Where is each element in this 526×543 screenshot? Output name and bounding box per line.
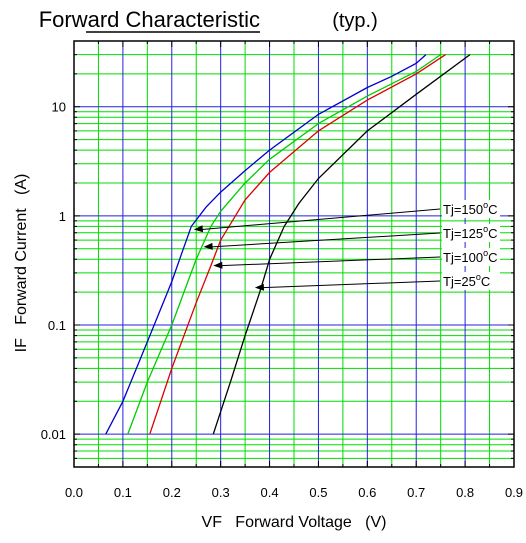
series-line-25c (212, 54, 471, 435)
series-line-100c (149, 54, 446, 435)
annotation-arrowhead (254, 283, 265, 291)
x-tick-label: 0.8 (456, 485, 474, 500)
annotation-label: Tj=100oC (443, 248, 498, 265)
series-line-125c (127, 54, 442, 435)
annotation-label-bg (442, 200, 500, 218)
x-tick-label: 0.9 (505, 485, 523, 500)
annotation-arrow-line (201, 208, 441, 230)
y-tick-label: 0.1 (48, 318, 66, 333)
y-tick-label: 10 (52, 100, 66, 115)
x-tick-label: 0.7 (407, 485, 425, 500)
y-tick-label: 0.01 (41, 427, 66, 442)
x-tick-label: 0.1 (114, 485, 132, 500)
annotation-label-bg (442, 272, 500, 290)
y-tick-labels: 0.01 0.1 1 10 (41, 100, 66, 442)
x-axis-label: VF Forward Voltage (V) (202, 514, 387, 531)
annotation-arrow-line (211, 232, 441, 248)
annotation-arrowhead (213, 261, 223, 269)
annotation-arrows: Tj=150oC Tj=125oC Tj=100oC Tj=25oC (193, 200, 500, 291)
x-tick-labels: 0.0 0.1 0.2 0.3 0.4 0.5 0.6 0.7 0.8 0.9 (65, 485, 523, 500)
series-layer (105, 54, 471, 435)
annotation-label: Tj=25oC (443, 272, 490, 289)
major-grid-y (74, 106, 514, 435)
y-axis-label: IF Forward Current (A) (13, 174, 30, 353)
annotation-arrowhead (203, 242, 213, 250)
chart-subtitle: (typ.) (332, 10, 378, 32)
x-tick-label: 0.4 (261, 485, 279, 500)
annotation-arrow-line (221, 256, 441, 267)
x-tick-label: 0.2 (163, 485, 181, 500)
x-tick-label: 0.0 (65, 485, 83, 500)
annotation-label: Tj=150oC (443, 200, 498, 217)
x-tick-label: 0.6 (358, 485, 376, 500)
y-tick-label: 1 (59, 209, 66, 224)
x-tick-label: 0.5 (309, 485, 327, 500)
annotation-arrowhead (193, 225, 204, 233)
annotation-label: Tj=125oC (443, 224, 498, 241)
plot-frame (73, 40, 515, 468)
annotation-arrow-line (262, 280, 441, 289)
chart-title: Forward Characteristic (39, 7, 260, 32)
series-line-150c (105, 54, 427, 435)
annotation-label-bg (442, 224, 500, 242)
x-tick-label: 0.3 (212, 485, 230, 500)
annotation-label-bg (442, 248, 500, 266)
